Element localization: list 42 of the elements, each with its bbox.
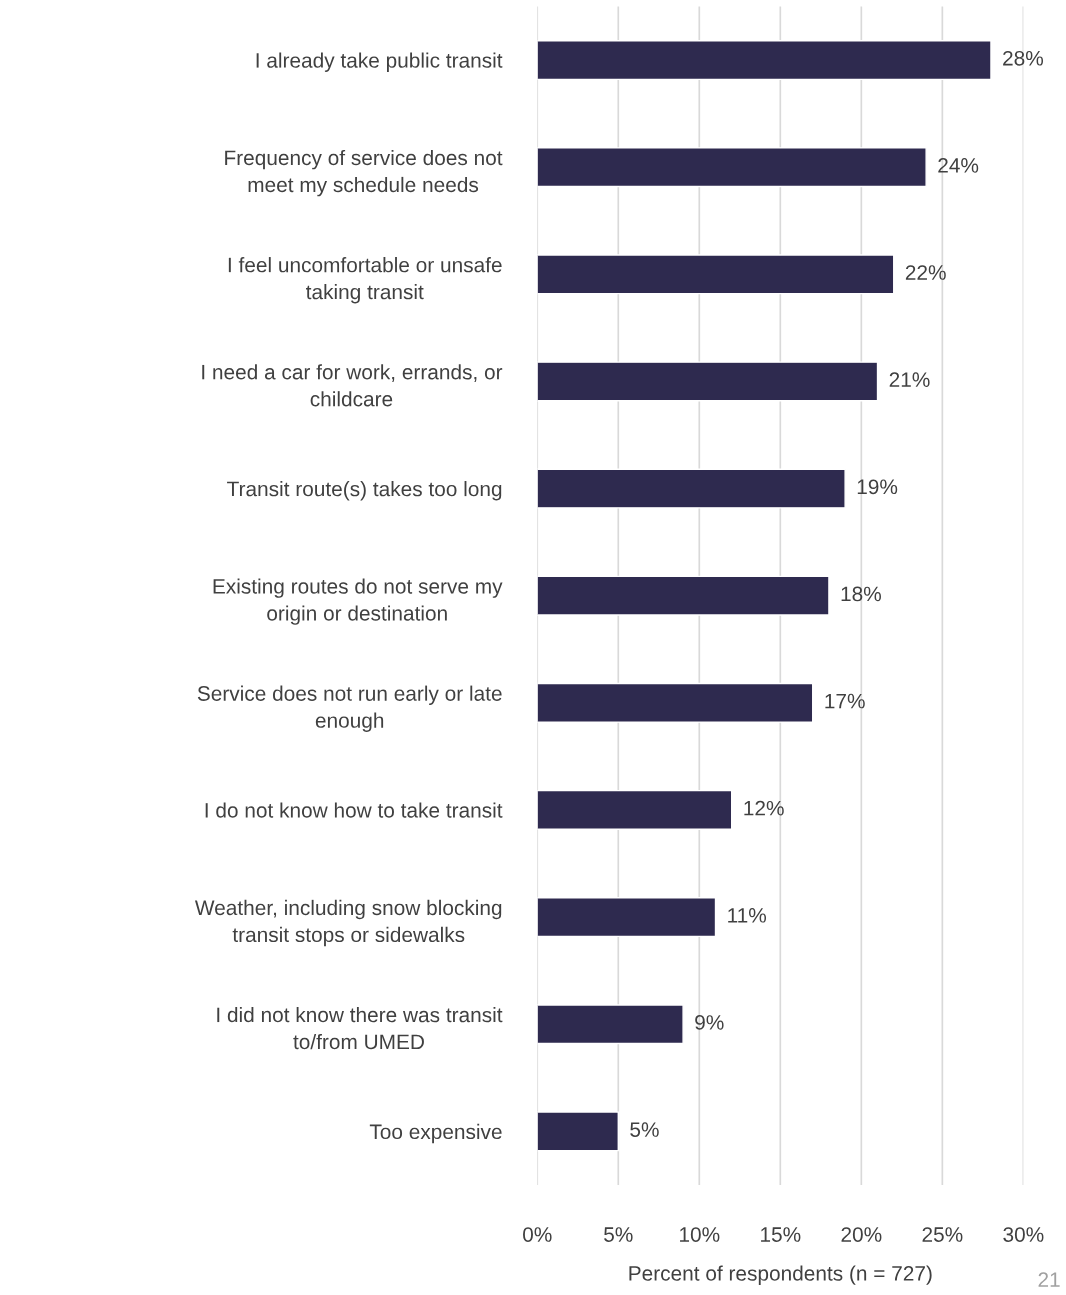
x-tick-label: 0% [523,1227,552,1242]
y-tick-label: Existing routes do not serve my origin or destination [213,578,503,625]
text: 21 [1038,1272,1060,1287]
bar [537,361,879,402]
bar [537,147,927,188]
y-tick-label: I do not know how to take transit [205,802,503,818]
data-label: 24% [938,158,979,173]
x-tick-label: 5% [604,1227,633,1242]
data-label: 11% [728,908,767,923]
data-label: 28% [1003,50,1044,66]
x-tick-label: 25% [922,1227,963,1242]
bar [537,468,846,509]
y-tick-label: I did not know there was transit to/from UMED [217,1006,503,1050]
y-tick-label: Service does not run early or late enough [197,685,502,732]
data-label: 22% [905,265,946,280]
x-tick-label: 15% [761,1227,801,1242]
bar [537,897,717,938]
data-label: 5% [630,1122,659,1137]
y-tick-label: Frequency of service does not meet my schedule needs [225,149,503,197]
y-tick-label: I need a car for work, errands, or childcare [202,364,503,407]
y-tick-label: Too expensive [369,1123,502,1144]
data-label: 12% [744,800,784,816]
bar [537,1004,684,1045]
y-tick-label: I feel uncomfortable or unsafe taking transit [228,257,502,304]
x-axis-title: Percent of respondents (n = 727) [629,1265,932,1285]
data-label: 17% [825,693,865,709]
bar [537,575,830,616]
bar [537,682,814,723]
data-label: 19% [857,479,898,495]
bar [537,254,895,295]
y-tick-label: I already take public transit [256,52,503,72]
data-label: 9% [695,1015,724,1030]
bar [537,789,733,830]
data-label: 21% [889,372,930,387]
x-tick-label: 30% [1003,1227,1044,1242]
y-tick-label: Weather, including snow blocking transit stops or sidewalks [194,899,502,947]
data-label: 18% [841,586,881,602]
x-tick-label: 20% [841,1227,882,1242]
y-tick-label: Transit route(s) takes too long [227,481,502,501]
bar [537,40,992,81]
bar [537,1111,619,1152]
x-tick-label: 10% [680,1227,720,1242]
